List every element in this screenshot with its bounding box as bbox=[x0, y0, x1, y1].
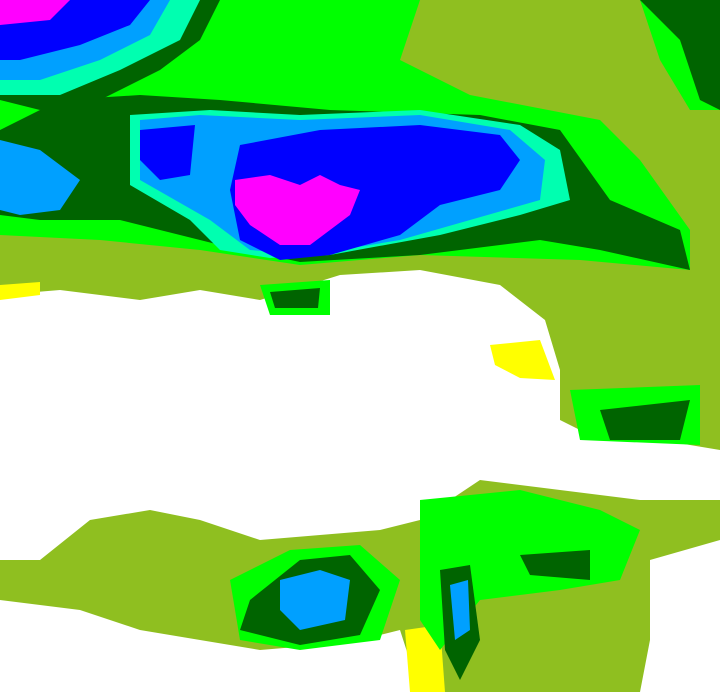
dark-green-region bbox=[640, 0, 720, 110]
light-blue-region bbox=[0, 140, 80, 215]
dark-green-region bbox=[520, 550, 590, 580]
white-region bbox=[0, 600, 420, 692]
magenta-region bbox=[235, 175, 360, 245]
dark-green-region bbox=[270, 288, 320, 308]
magenta-region bbox=[0, 0, 70, 25]
light-blue-region bbox=[280, 570, 350, 630]
white-region bbox=[640, 540, 720, 692]
yellow-region bbox=[490, 340, 555, 380]
dark-green-region bbox=[600, 400, 690, 440]
light-blue-region bbox=[450, 580, 470, 640]
yellow-region bbox=[0, 282, 40, 300]
blue-region bbox=[140, 125, 195, 180]
